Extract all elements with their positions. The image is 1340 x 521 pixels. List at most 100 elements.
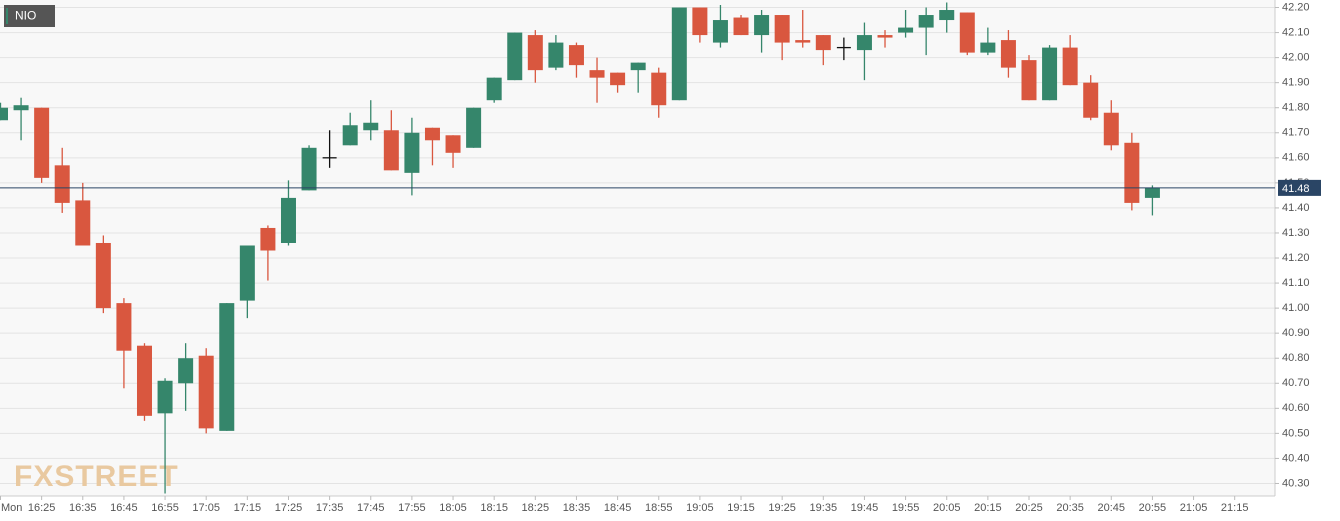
candle-body (178, 358, 194, 384)
candle-body (548, 42, 564, 68)
candle-body (898, 27, 914, 33)
x-tick-label: 19:55 (892, 502, 920, 514)
candle-body (157, 380, 173, 414)
candle-body (568, 45, 584, 66)
watermark: FXSTREET (14, 460, 179, 493)
candle-body (342, 125, 358, 146)
y-tick-label: 41.80 (1282, 102, 1310, 114)
x-tick-label: 18:45 (604, 502, 632, 514)
candle-body (1144, 187, 1160, 198)
candle-body (630, 62, 646, 71)
candle-body (54, 165, 70, 203)
candle-body (136, 345, 152, 416)
y-tick-label: 40.90 (1282, 327, 1310, 339)
y-tick-label: 40.60 (1282, 402, 1310, 414)
candle-body (980, 42, 996, 53)
x-tick-label: 20:05 (933, 502, 961, 514)
x-tick-label: 20:45 (1098, 502, 1126, 514)
candle-body (712, 20, 728, 43)
y-tick-label: 40.50 (1282, 427, 1310, 439)
x-tick-label: 18:55 (645, 502, 673, 514)
x-tick-label: 16:45 (110, 502, 138, 514)
candle-body (34, 107, 50, 178)
y-tick-label: 40.80 (1282, 352, 1310, 364)
candle-body (0, 107, 8, 121)
candles (0, 2, 1160, 494)
candle-body (445, 135, 461, 153)
y-tick-label: 42.10 (1282, 26, 1310, 38)
x-tick-label: 17:55 (398, 502, 426, 514)
x-tick-label: 17:35 (316, 502, 344, 514)
y-tick-label: 41.00 (1282, 302, 1310, 314)
last-price-label: 41.48 (1282, 183, 1310, 195)
x-tick-label: 17:15 (234, 502, 262, 514)
candle-body (527, 35, 543, 71)
candle-body (219, 303, 235, 431)
candle-body (239, 245, 255, 301)
legend-swatch (6, 8, 8, 24)
y-tick-label: 41.90 (1282, 77, 1310, 89)
candle-body (424, 127, 440, 141)
y-tick-label: 41.10 (1282, 277, 1310, 289)
candle-body (116, 303, 132, 351)
x-tick-label: 20:15 (974, 502, 1002, 514)
candle-body (733, 17, 749, 36)
x-tick-label: 21:05 (1180, 502, 1208, 514)
candle-body (507, 32, 523, 81)
candle-body (383, 130, 399, 171)
y-tick-label: 42.00 (1282, 52, 1310, 64)
candle-body (95, 242, 111, 309)
legend-label: NIO (15, 9, 36, 23)
y-tick-label: 41.60 (1282, 152, 1310, 164)
candle-body (1103, 112, 1119, 146)
y-tick-label: 41.70 (1282, 127, 1310, 139)
candle-body (877, 35, 893, 38)
x-tick-label: 16:35 (69, 502, 97, 514)
x-tick-label: 17:25 (275, 502, 303, 514)
candle-body (363, 122, 379, 131)
candle-body (856, 35, 872, 51)
candle-body (301, 147, 317, 191)
x-tick-label: 18:35 (563, 502, 591, 514)
plot-background (0, 0, 1275, 496)
candle-body (754, 15, 770, 36)
x-tick-label: 19:25 (768, 502, 796, 514)
candle-body (280, 197, 296, 243)
y-tick-label: 40.40 (1282, 452, 1310, 464)
candle-body (589, 70, 605, 78)
y-tick-label: 40.30 (1282, 477, 1310, 489)
y-tick-label: 42.20 (1282, 1, 1310, 13)
candle-body (260, 227, 276, 251)
x-tick-label: 19:35 (810, 502, 838, 514)
candle-body (486, 77, 502, 101)
x-tick-label: 20:25 (1015, 502, 1043, 514)
x-tick-label: 16:55 (151, 502, 179, 514)
x-tick-label: 20:35 (1056, 502, 1084, 514)
x-tick-label: 19:05 (686, 502, 714, 514)
x-tick-label: 20:55 (1139, 502, 1167, 514)
candle-body (466, 107, 482, 148)
candle-body (939, 10, 955, 21)
x-tick-label: 19:15 (727, 502, 755, 514)
last-price-box (1278, 179, 1321, 196)
y-tick-label: 41.20 (1282, 252, 1310, 264)
candle-body (692, 7, 708, 36)
candle-body (198, 355, 214, 429)
candle-body (651, 72, 667, 106)
candle-body (1021, 60, 1037, 101)
x-tick-label: 18:05 (439, 502, 467, 514)
y-tick-label: 41.30 (1282, 227, 1310, 239)
candle-body (918, 15, 934, 28)
y-tick-label: 40.70 (1282, 377, 1310, 389)
candle-body (13, 105, 29, 111)
legend-box (4, 5, 55, 27)
candle-body (1000, 40, 1016, 68)
x-tick-label: 19:45 (851, 502, 879, 514)
candle-body (774, 15, 790, 43)
candle-body (671, 7, 687, 101)
candle-body (795, 40, 811, 43)
candle-body (75, 200, 91, 246)
x-tick-label: 17:05 (192, 502, 220, 514)
x-tick-label: Mon (1, 502, 22, 514)
